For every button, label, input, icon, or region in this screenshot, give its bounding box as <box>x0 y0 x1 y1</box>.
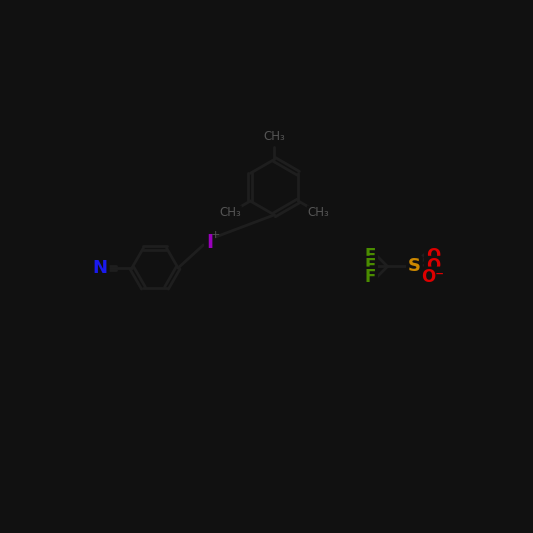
Text: F: F <box>365 257 376 276</box>
Text: I: I <box>206 233 213 252</box>
Text: O⁻: O⁻ <box>422 268 445 286</box>
Text: CH₃: CH₃ <box>263 130 285 143</box>
Text: N: N <box>93 259 108 277</box>
Text: S: S <box>408 257 421 276</box>
Text: +: + <box>211 230 221 240</box>
Text: F: F <box>365 268 376 286</box>
Text: O: O <box>426 257 440 276</box>
Text: CH₃: CH₃ <box>220 206 241 219</box>
Text: F: F <box>365 247 376 265</box>
Text: O: O <box>426 247 440 265</box>
Text: CH₃: CH₃ <box>308 206 329 219</box>
